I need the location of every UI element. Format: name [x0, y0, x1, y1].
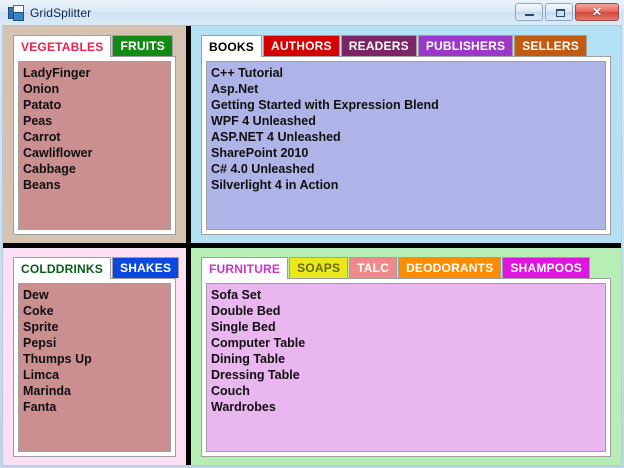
horizontal-splitter-left[interactable]	[3, 243, 186, 248]
tab-fruits[interactable]: FRUITS	[112, 35, 173, 56]
tab-sellers[interactable]: SELLERS	[514, 35, 587, 56]
list-item[interactable]: ASP.NET 4 Unleashed	[211, 130, 341, 144]
list-item[interactable]: SharePoint 2010	[211, 146, 309, 160]
tab-page-books: C++ Tutorial Asp.Net Getting Started with …	[201, 56, 611, 235]
list-item[interactable]: Getting Started with Expression Blend	[211, 98, 439, 112]
tab-colddrinks[interactable]: COLDDRINKS	[13, 257, 111, 279]
list-item[interactable]: Asp.Net	[211, 82, 259, 96]
list-item[interactable]: Limca	[23, 368, 60, 382]
list-item[interactable]: C++ Tutorial	[211, 66, 284, 80]
list-item[interactable]: Sprite	[23, 320, 59, 334]
tab-page-colddrinks: Dew Coke Sprite Pepsi Thumps Up Limca Marinda F…	[13, 278, 176, 457]
splitter-intersection[interactable]	[186, 243, 191, 248]
list-item[interactable]: C# 4.0 Unleashed	[211, 162, 315, 176]
list-item[interactable]: Dining Table	[211, 352, 286, 366]
horizontal-splitter-right[interactable]	[191, 243, 621, 248]
close-icon: ✕	[591, 5, 603, 19]
window-title: GridSplitter	[30, 5, 92, 20]
maximize-button[interactable]	[545, 3, 573, 21]
list-item[interactable]: Beans	[23, 178, 61, 192]
list-colddrinks[interactable]: Dew Coke Sprite Pepsi Thumps Up Limca Marinda F…	[18, 283, 171, 452]
list-item[interactable]: Peas	[23, 114, 53, 128]
list-item[interactable]: WPF 4 Unleashed	[211, 114, 316, 128]
list-item[interactable]: Sofa Set	[211, 288, 262, 302]
panel-books-authors: BOOKS AUTHORS READERS PUBLISHERS SELLERS C++…	[191, 26, 621, 243]
tab-page-furniture: Sofa Set Double Bed Single Bed Computer Tab…	[201, 278, 611, 457]
tab-control-colddrinks: COLDDRINKS SHAKES Dew Coke Sprite Pepsi Thump…	[13, 256, 180, 457]
list-item[interactable]: Double Bed	[211, 304, 281, 318]
tab-readers[interactable]: READERS	[340, 35, 417, 56]
list-item[interactable]: Onion	[23, 82, 60, 96]
tab-strip-furniture: FURNITURE SOAPS TALC DEODORANTS SHAMPOOS	[201, 256, 611, 279]
list-item[interactable]: Thumps Up	[23, 352, 92, 366]
tab-authors[interactable]: AUTHORS	[263, 35, 340, 56]
tab-strip-colddrinks: COLDDRINKS SHAKES	[13, 256, 180, 279]
list-item[interactable]: Marinda	[23, 384, 71, 398]
minimize-icon	[525, 14, 534, 16]
tab-books[interactable]: BOOKS	[201, 35, 263, 57]
tab-control-furniture: FURNITURE SOAPS TALC DEODORANTS SHAMPOOS Sof…	[201, 256, 611, 457]
tab-furniture[interactable]: FURNITURE	[201, 257, 289, 279]
tab-publishers[interactable]: PUBLISHERS	[417, 35, 514, 56]
title-bar[interactable]: GridSplitter ✕	[0, 0, 624, 25]
panel-colddrinks-shakes: COLDDRINKS SHAKES Dew Coke Sprite Pepsi Thump…	[3, 248, 186, 465]
list-item[interactable]: Computer Table	[211, 336, 306, 350]
list-item[interactable]: Dressing Table	[211, 368, 300, 382]
list-item[interactable]: Wardrobes	[211, 400, 276, 414]
grid-splitter-container: VEGETABLES FRUITS LadyFinger Onion Patato Pe…	[2, 25, 622, 466]
list-item[interactable]: LadyFinger	[23, 66, 91, 80]
list-books[interactable]: C++ Tutorial Asp.Net Getting Started with …	[206, 61, 606, 230]
tab-shampoos[interactable]: SHAMPOOS	[502, 257, 591, 278]
tab-control-books: BOOKS AUTHORS READERS PUBLISHERS SELLERS C++…	[201, 34, 611, 235]
tab-deodorants[interactable]: DEODORANTS	[398, 257, 502, 278]
application-window-icon	[8, 4, 24, 21]
list-item[interactable]: Single Bed	[211, 320, 276, 334]
list-item[interactable]: Pepsi	[23, 336, 57, 350]
list-item[interactable]: Cabbage	[23, 162, 76, 176]
tab-shakes[interactable]: SHAKES	[112, 257, 180, 278]
vertical-splitter-top[interactable]	[186, 26, 191, 243]
list-item[interactable]: Patato	[23, 98, 62, 112]
close-button[interactable]: ✕	[575, 3, 619, 21]
list-item[interactable]: Cawliflower	[23, 146, 93, 160]
list-vegetables[interactable]: LadyFinger Onion Patato Peas Carrot Cawliflow…	[18, 61, 171, 230]
tab-control-vegetables: VEGETABLES FRUITS LadyFinger Onion Patato Pe…	[13, 34, 176, 235]
tab-strip-books: BOOKS AUTHORS READERS PUBLISHERS SELLERS	[201, 34, 611, 57]
panel-vegetables-fruits: VEGETABLES FRUITS LadyFinger Onion Patato Pe…	[3, 26, 186, 243]
tab-soaps[interactable]: SOAPS	[289, 257, 349, 278]
list-item[interactable]: Fanta	[23, 400, 57, 414]
list-item[interactable]: Dew	[23, 288, 49, 302]
list-item[interactable]: Coke	[23, 304, 54, 318]
list-item[interactable]: Silverlight 4 in Action	[211, 178, 339, 192]
list-item[interactable]: Couch	[211, 384, 250, 398]
minimize-button[interactable]	[515, 3, 543, 21]
maximize-icon	[556, 9, 565, 17]
panel-furniture-soaps: FURNITURE SOAPS TALC DEODORANTS SHAMPOOS Sof…	[191, 248, 621, 465]
list-furniture[interactable]: Sofa Set Double Bed Single Bed Computer Tab…	[206, 283, 606, 452]
window-controls: ✕	[515, 3, 619, 21]
tab-vegetables[interactable]: VEGETABLES	[13, 35, 112, 57]
vertical-splitter-bottom[interactable]	[186, 248, 191, 465]
list-item[interactable]: Carrot	[23, 130, 61, 144]
tab-strip-vegetables: VEGETABLES FRUITS	[13, 34, 176, 57]
tab-page-vegetables: LadyFinger Onion Patato Peas Carrot Cawliflow…	[13, 56, 176, 235]
tab-talc[interactable]: TALC	[349, 257, 398, 278]
